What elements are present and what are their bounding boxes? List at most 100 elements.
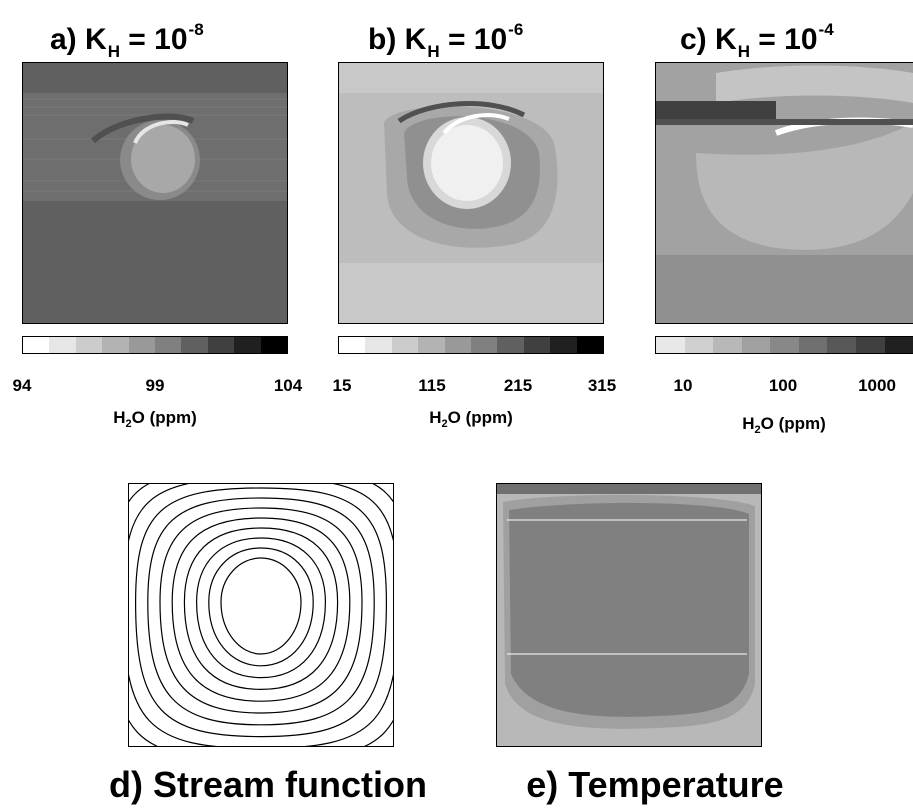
panel-c-title: c) KH = 10-4 — [680, 8, 834, 61]
panel-b-colorbar-cell — [444, 337, 472, 353]
panel-a-contours — [23, 63, 287, 323]
panel-c-colorbar-cell — [741, 337, 771, 353]
panel-b-colorbar-cell — [550, 337, 577, 353]
panel-b-colorbar — [338, 336, 604, 354]
panel-a-colorbar — [22, 336, 288, 354]
panel-e-contours — [497, 484, 761, 746]
panel-c-plot — [655, 62, 913, 324]
streamline — [208, 547, 314, 667]
panel-c-tick: 1000 — [858, 376, 896, 395]
streamline — [183, 527, 339, 691]
panel-a-bright-filament — [133, 120, 189, 144]
panel-a-title-exponent: -8 — [188, 20, 204, 39]
panel-c-colorbar-cell — [798, 337, 828, 353]
streamline — [220, 557, 302, 655]
panel-a-colorbar-cell — [102, 337, 129, 353]
panel-a-eddy-inner — [131, 125, 195, 193]
streamline — [195, 537, 327, 679]
panel-c-unit-prefix: H — [742, 414, 755, 433]
panel-b-tick: 215 — [503, 376, 533, 395]
panel-c-title-exponent: -4 — [818, 20, 834, 39]
panel-c-unit-label: H2O (ppm) — [742, 414, 826, 436]
panel-b-tick: 15 — [332, 376, 352, 395]
streamline — [129, 484, 393, 746]
panel-c-colorbar-cell — [713, 337, 742, 353]
streamline — [147, 497, 375, 726]
panel-c-colorbar-cell — [684, 337, 714, 353]
panel-b-colorbar-cell — [365, 337, 392, 353]
panel-e-plot — [496, 483, 762, 747]
panel-c-dark-line — [656, 119, 913, 125]
panel-b-filament — [397, 101, 526, 124]
panel-a-title-subscript: H — [107, 42, 120, 61]
panel-b-colorbar-cell — [471, 337, 498, 353]
panel-a-plot — [22, 62, 288, 324]
panel-c-contours — [656, 63, 913, 323]
panel-b-bright-filament — [442, 113, 510, 135]
panel-a-colorbar-cell — [75, 337, 103, 353]
panel-a-colorbar-cell — [260, 337, 288, 353]
panel-a-colorbar-cell — [128, 337, 156, 353]
panel-a-unit-sub: 2 — [125, 418, 132, 430]
panel-a-title-equals: = 10 — [119, 23, 188, 56]
panel-c-plume — [696, 123, 913, 250]
panel-b-colorbar-cell — [497, 337, 524, 353]
panel-c-top-lobe — [716, 65, 913, 103]
panel-a-unit-prefix: H — [113, 408, 126, 427]
panel-b-unit-prefix: H — [429, 408, 442, 427]
panel-c-colorbar-cell — [827, 337, 856, 353]
panel-b-colorbar-cell — [418, 337, 445, 353]
streamline — [159, 507, 363, 714]
panel-e-top-band — [497, 484, 761, 494]
panel-a-tick: 99 — [145, 376, 165, 395]
panel-d-plot — [128, 483, 394, 747]
panel-b-contours — [339, 63, 603, 323]
panel-b-tick: 315 — [587, 376, 617, 395]
panel-a-title-prefix: a) K — [50, 23, 107, 56]
panel-e-title: e) Temperature — [526, 764, 784, 805]
panel-a-colorbar-cell — [207, 337, 235, 353]
panel-a-colorbar-cell — [49, 337, 76, 353]
panel-b-unit-label: H2O (ppm) — [429, 408, 513, 430]
panel-a-colorbar-cell — [181, 337, 208, 353]
panel-b-tick: 115 — [418, 376, 446, 395]
panel-b-colorbar-cell — [391, 337, 419, 353]
panel-c-tick: 100 — [768, 376, 798, 395]
panel-b-title-subscript: H — [427, 42, 440, 61]
panel-b-plot — [338, 62, 604, 324]
panel-e-core — [509, 502, 749, 717]
panel-c-title-subscript: H — [737, 42, 750, 61]
panel-b-title: b) KH = 10-6 — [368, 8, 524, 61]
panel-b-eddy-center — [431, 125, 503, 201]
panel-a-colorbar-cell — [155, 337, 182, 353]
panel-c-tick: 10 — [673, 376, 693, 395]
panel-a-unit-suffix: O (ppm) — [131, 408, 197, 427]
panel-c-colorbar-cell — [884, 337, 913, 353]
panel-b-unit-sub: 2 — [441, 418, 448, 430]
panel-a-filament — [90, 113, 195, 144]
panel-b-colorbar-cell — [523, 337, 551, 353]
panel-a-tick: 94 — [12, 376, 32, 395]
panel-d-streamlines — [129, 484, 393, 746]
panel-c-colorbar-cell — [770, 337, 799, 353]
panel-a-unit-label: H2O (ppm) — [113, 408, 197, 430]
panel-e-streaks — [507, 519, 747, 655]
panel-c-dark-streak — [656, 101, 776, 119]
panel-c-colorbar-cell — [656, 337, 685, 353]
panel-a-tick: 104 — [273, 376, 303, 395]
panel-a-title: a) KH = 10-8 — [50, 8, 204, 61]
panel-b-title-exponent: -6 — [508, 20, 524, 39]
panel-b-title-prefix: b) K — [368, 23, 427, 56]
panel-a-colorbar-cell — [234, 337, 261, 353]
panel-b-title-equals: = 10 — [439, 23, 508, 56]
panel-d-title: d) Stream function — [108, 764, 428, 805]
panel-c-unit-sub: 2 — [754, 424, 761, 436]
panel-c-title-prefix: c) K — [680, 23, 737, 56]
panel-c-title-equals: = 10 — [749, 23, 818, 56]
panel-a-colorbar-cell — [23, 337, 50, 353]
streamline — [134, 487, 388, 738]
panel-b-colorbar-cell — [339, 337, 366, 353]
panel-c-colorbar-cell — [855, 337, 885, 353]
panel-c-colorbar — [655, 336, 913, 354]
panel-c-unit-suffix: O (ppm) — [760, 414, 826, 433]
